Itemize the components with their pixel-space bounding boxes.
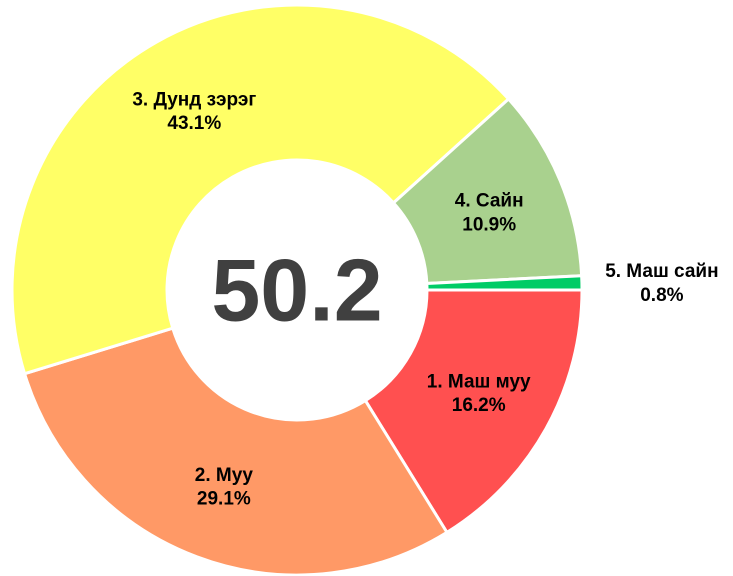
slice-label: 5. Маш сайн 0.8% bbox=[605, 261, 718, 306]
center-value: 50.2 bbox=[211, 241, 382, 340]
slice-label-name: 1. Маш муу bbox=[427, 371, 531, 392]
slice-label-name: 4. Сайн bbox=[455, 191, 524, 212]
donut-slice bbox=[425, 274, 584, 292]
slice-label-name: 3. Дунд зэрэг bbox=[132, 89, 256, 110]
slice-label-name: 2. Муу bbox=[195, 465, 254, 486]
slice-label-value: 16.2% bbox=[452, 395, 506, 416]
slice-label-value: 0.8% bbox=[640, 285, 683, 306]
donut-slice bbox=[22, 326, 449, 576]
slice-label: 3. Дунд зэрэг 43.1% bbox=[132, 89, 256, 134]
donut-slice bbox=[10, 3, 511, 376]
slice-label: 4. Сайн 10.9% bbox=[455, 191, 524, 236]
donut-slice bbox=[363, 288, 584, 535]
slice-label: 2. Муу 29.1% bbox=[195, 465, 254, 510]
slice-label-name: 5. Маш сайн bbox=[605, 261, 718, 282]
slice-label-value: 29.1% bbox=[197, 489, 251, 510]
slice-label: 1. Маш муу 16.2% bbox=[427, 371, 531, 416]
slice-label-value: 43.1% bbox=[167, 113, 221, 134]
slice-label-value: 10.9% bbox=[462, 214, 516, 235]
